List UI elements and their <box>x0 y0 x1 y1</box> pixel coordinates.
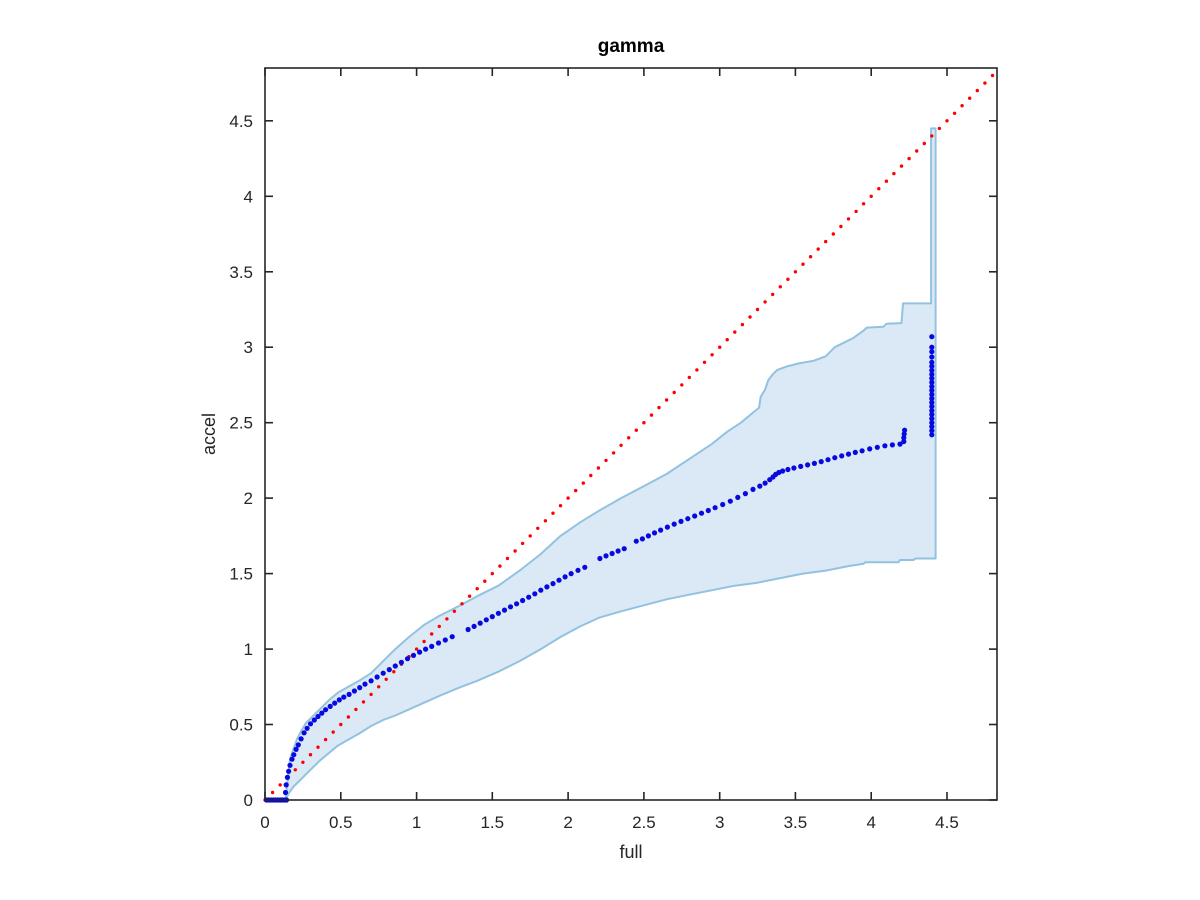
y-tick-label: 0.5 <box>229 716 253 735</box>
x-axis-label: full <box>619 842 642 862</box>
y-tick-label: 0 <box>244 791 253 810</box>
y-tick-label: 1 <box>244 640 253 659</box>
y-tick-label: 3.5 <box>229 263 253 282</box>
y-tick-label: 4.5 <box>229 112 253 131</box>
y-tick-label: 1.5 <box>229 565 253 584</box>
y-tick-labels: 0 0.5 1 1.5 2 2.5 3 3.5 4 4.5 <box>229 112 253 810</box>
x-tick-label: 4 <box>866 813 875 832</box>
x-tick-label: 4.5 <box>935 813 959 832</box>
y-axis-label: accel <box>199 413 219 455</box>
y-tick-label: 4 <box>244 187 253 206</box>
confidence-band <box>284 127 937 801</box>
qq-scatter <box>263 334 935 803</box>
x-tick-label: 1.5 <box>480 813 504 832</box>
y-tick-label: 3 <box>244 338 253 357</box>
x-tick-label: 3.5 <box>784 813 808 832</box>
x-tick-labels: 0 0.5 1 1.5 2 2.5 3 3.5 4 4.5 <box>260 813 959 832</box>
x-tick-label: 1 <box>412 813 421 832</box>
x-tick-label: 2.5 <box>632 813 656 832</box>
plot-title: gamma <box>598 36 665 57</box>
y-tick-label: 2.5 <box>229 414 253 433</box>
x-tick-label: 0.5 <box>329 813 353 832</box>
x-tick-label: 0 <box>260 813 269 832</box>
y-tick-label: 2 <box>244 489 253 508</box>
x-tick-label: 3 <box>715 813 724 832</box>
x-tick-label: 2 <box>563 813 572 832</box>
axes-box <box>264 67 998 801</box>
identity-line <box>263 73 995 802</box>
